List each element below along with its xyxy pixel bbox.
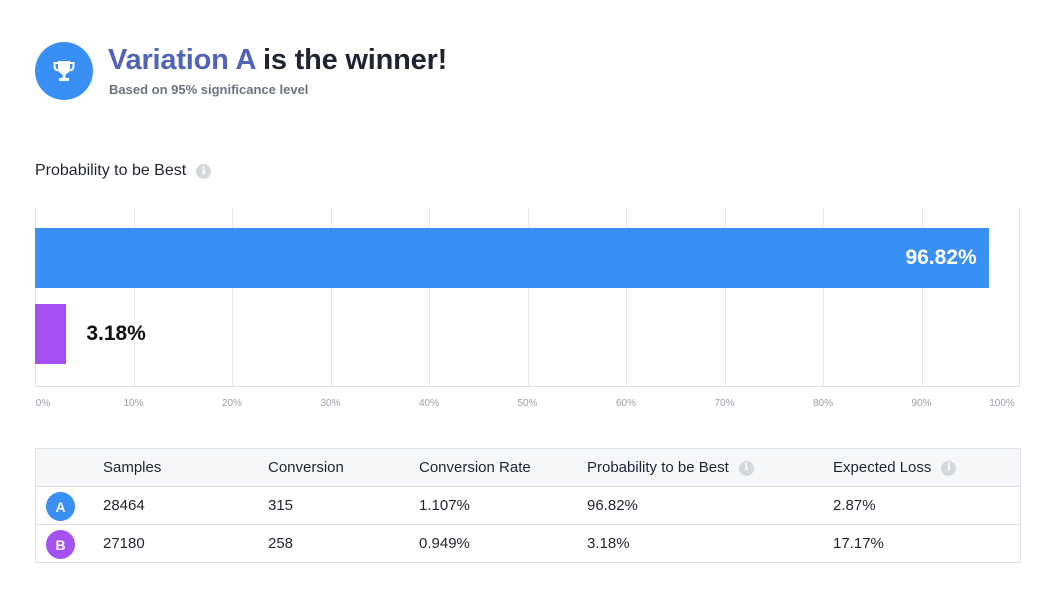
col-probability: Probability to be Best i bbox=[587, 449, 754, 487]
bar-variation-b bbox=[35, 304, 67, 364]
col-samples: Samples bbox=[103, 459, 162, 476]
x-tick-label: 70% bbox=[714, 398, 735, 409]
variation-badge-b: B bbox=[46, 530, 75, 559]
probability-cell: 3.18% bbox=[587, 535, 630, 552]
probability-chart: 96.82% 3.18% bbox=[35, 208, 1020, 387]
x-tick-label: 0% bbox=[35, 398, 51, 409]
gridline bbox=[133, 208, 135, 386]
bar-label-a: 96.82% bbox=[905, 246, 977, 269]
gridline bbox=[35, 208, 36, 386]
table-row: A 28464 315 1.107% 96.82% 2.87% bbox=[36, 487, 1020, 525]
x-tick-label: 60% bbox=[615, 398, 637, 409]
conversion-cell: 258 bbox=[268, 535, 294, 552]
expected-loss-cell: 2.87% bbox=[833, 497, 876, 514]
significance-subtitle: Based on 95% significance level bbox=[109, 82, 309, 97]
gridline bbox=[527, 208, 529, 386]
col-conversion-rate: Conversion Rate bbox=[419, 459, 531, 476]
info-icon[interactable]: i bbox=[941, 460, 957, 476]
info-icon[interactable]: i bbox=[738, 460, 754, 476]
winner-headline: Variation A is the winner! bbox=[108, 44, 447, 77]
table-row: B 27180 258 0.949% 3.18% 17.17% bbox=[36, 525, 1020, 563]
gridline bbox=[429, 208, 430, 386]
col-expected-loss: Expected Loss i bbox=[833, 449, 957, 487]
table-header-row: Samples Conversion Conversion Rate Proba… bbox=[36, 449, 1020, 487]
x-tick-label: 20% bbox=[221, 398, 243, 409]
trophy-badge bbox=[35, 42, 93, 100]
gridline bbox=[330, 208, 332, 386]
conversion-cell: 315 bbox=[268, 497, 294, 514]
chart-title: Probability to be Best bbox=[35, 162, 187, 179]
gridline bbox=[232, 208, 233, 386]
x-tick-label: 50% bbox=[517, 398, 538, 409]
gridline bbox=[1019, 208, 1020, 386]
info-icon[interactable]: i bbox=[196, 163, 212, 179]
samples-cell: 28464 bbox=[103, 497, 145, 514]
x-tick-label: 100% bbox=[989, 398, 1015, 409]
chart-title-row: Probability to be Best i bbox=[35, 162, 212, 180]
winner-suffix: is the winner! bbox=[255, 44, 448, 76]
gridline bbox=[724, 208, 726, 386]
x-tick-label: 10% bbox=[123, 398, 144, 409]
probability-cell: 96.82% bbox=[587, 497, 638, 514]
gridline bbox=[921, 208, 923, 386]
x-tick-label: 30% bbox=[320, 398, 341, 409]
gridline bbox=[626, 208, 627, 386]
variation-badge-a: A bbox=[46, 492, 75, 521]
results-table: Samples Conversion Conversion Rate Proba… bbox=[35, 448, 1021, 563]
samples-cell: 27180 bbox=[103, 535, 145, 552]
expected-loss-cell: 17.17% bbox=[833, 535, 884, 552]
trophy-icon bbox=[53, 61, 75, 81]
conversion-rate-cell: 1.107% bbox=[419, 497, 470, 514]
bar-variation-a bbox=[35, 228, 989, 288]
x-tick-label: 80% bbox=[812, 398, 834, 409]
x-tick-label: 40% bbox=[418, 398, 440, 409]
col-conversion: Conversion bbox=[268, 459, 344, 476]
conversion-rate-cell: 0.949% bbox=[419, 535, 470, 552]
bar-label-b: 3.18% bbox=[86, 322, 146, 345]
x-tick-label: 90% bbox=[911, 398, 932, 409]
winner-name: Variation A bbox=[108, 44, 256, 76]
gridline bbox=[823, 208, 824, 386]
